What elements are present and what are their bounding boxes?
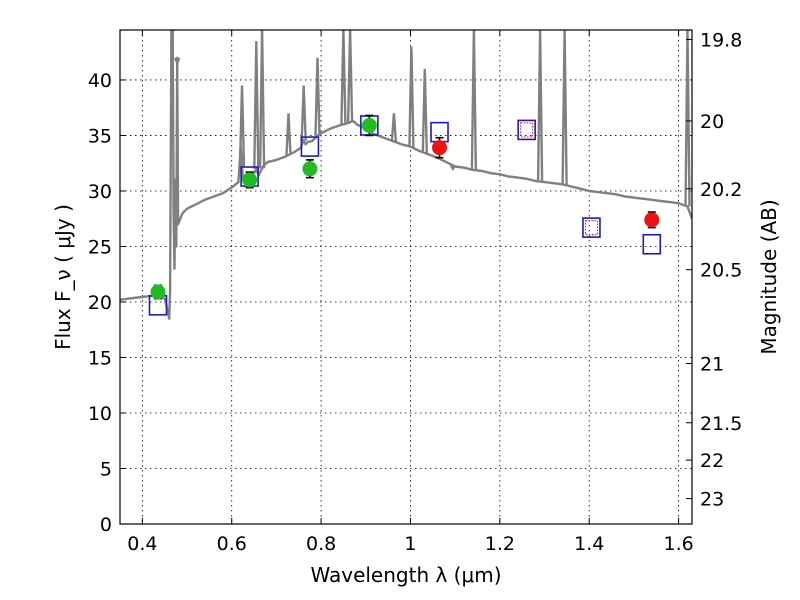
optical-data-point xyxy=(302,161,318,177)
y-tick-label: 15 xyxy=(88,347,112,369)
x-tick-label: 0.8 xyxy=(306,533,336,555)
y2-tick-label: 20.2 xyxy=(700,179,742,201)
model-square-alt-marker xyxy=(520,122,534,138)
y-axis-left: 0 5 10 15 20 25 30 35 40 xyxy=(88,70,126,536)
points-layer xyxy=(148,114,662,316)
x-axis: 0.4 0.6 0.8 1 1.2 1.4 1.6 xyxy=(127,30,694,555)
x-tick-label: 1.2 xyxy=(485,533,515,555)
plot-background xyxy=(120,30,692,524)
model-spectrum-spike xyxy=(238,85,246,167)
model-spectrum-spike xyxy=(253,41,260,169)
x-tick-label: 1 xyxy=(404,533,416,555)
model-spectrum-spike xyxy=(684,30,691,207)
optical-data-point xyxy=(361,117,377,133)
y2-tick-label: 21.5 xyxy=(700,413,742,435)
x-tick-label: 0.6 xyxy=(217,533,247,555)
nir-data-point xyxy=(432,140,448,156)
model-spectrum-spike xyxy=(346,30,354,123)
x-tick-label: 0.4 xyxy=(127,533,157,555)
y-tick-label: 5 xyxy=(100,458,112,480)
model-spectrum-spike xyxy=(174,57,181,67)
nir-data-point xyxy=(644,212,660,228)
model-spectrum-spike xyxy=(536,30,544,182)
y-tick-label: 30 xyxy=(88,181,112,203)
plot-frame xyxy=(119,29,693,525)
y-tick-label: 35 xyxy=(88,125,112,147)
y2-tick-label: 20.5 xyxy=(700,260,742,282)
y2-tick-label: 23 xyxy=(700,489,724,511)
model-square-alt-marker xyxy=(584,220,598,236)
model-spectrum-spike xyxy=(390,113,398,142)
optical-data-point xyxy=(150,284,166,300)
y-tick-label: 10 xyxy=(88,403,112,425)
model-spectrum-spike xyxy=(258,30,266,169)
model-spectrum-spike xyxy=(285,113,292,156)
model-square-marker xyxy=(517,119,536,141)
y2-tick-label: 21 xyxy=(700,354,724,376)
y-axis-right-label: Magnitude (AB) xyxy=(757,199,781,354)
model-square-marker xyxy=(642,233,662,255)
model-spectrum-spike xyxy=(408,46,415,148)
model-spectrum-spike xyxy=(314,57,321,136)
model-spectrum-spike xyxy=(300,85,307,141)
model-spectrum-line xyxy=(120,30,692,320)
optical-data-point xyxy=(242,172,258,188)
model-spectrum-spike xyxy=(449,164,456,172)
model-square-marker xyxy=(582,217,601,238)
y-tick-label: 0 xyxy=(100,514,112,536)
model-spectrum-spike xyxy=(340,30,347,125)
y2-tick-label: 20 xyxy=(700,111,724,133)
y-axis-right: 19.8 20 20.2 20.5 21 21.5 22 23 xyxy=(686,29,742,511)
model-spectrum-spike xyxy=(421,68,428,154)
y-tick-label: 25 xyxy=(88,236,112,258)
y2-tick-label: 19.8 xyxy=(700,29,742,51)
x-tick-label: 1.4 xyxy=(574,533,604,555)
spectrum-layer xyxy=(120,30,692,320)
model-square-marker xyxy=(300,136,320,157)
y2-tick-label: 22 xyxy=(700,450,724,472)
x-tick-label: 1.6 xyxy=(663,533,693,555)
model-spectrum-spike xyxy=(561,30,568,185)
y-tick-label: 20 xyxy=(88,292,112,314)
y-axis-label: Flux F_ν ( μJy ) xyxy=(51,204,75,350)
grid-layer xyxy=(120,30,692,525)
y-tick-label: 40 xyxy=(88,70,112,92)
x-axis-label: Wavelength λ (μm) xyxy=(310,563,501,587)
model-spectrum-spike xyxy=(470,30,478,171)
